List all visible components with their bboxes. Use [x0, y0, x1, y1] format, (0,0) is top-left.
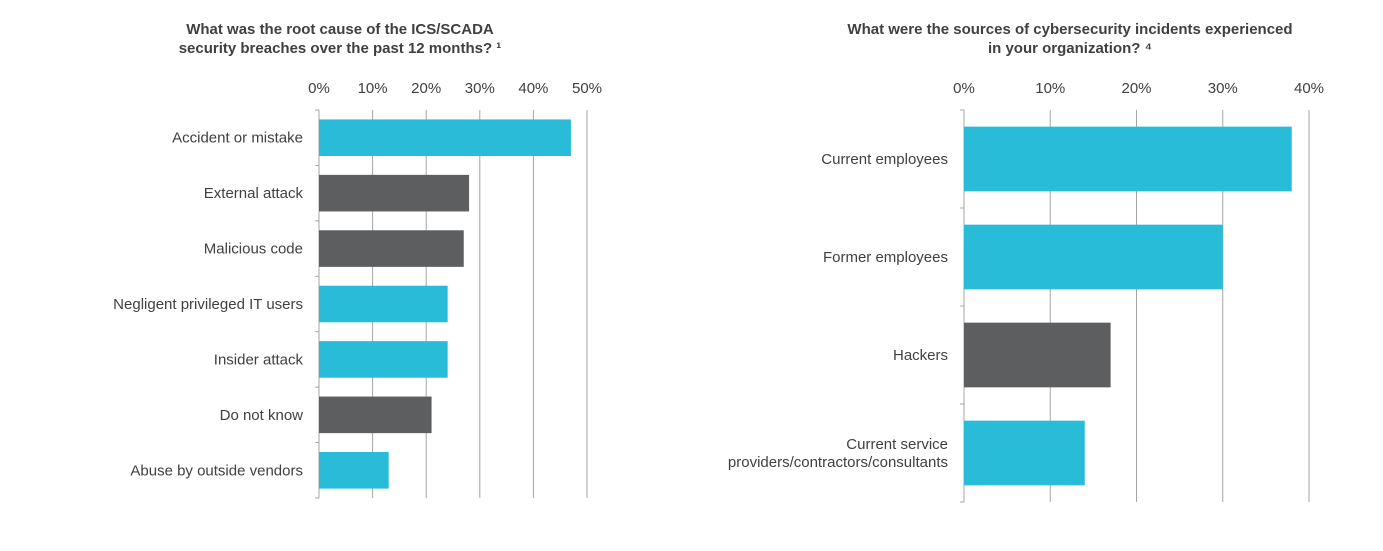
category-label: Current service — [846, 436, 948, 453]
chart-title: What were the sources of cybersecurity i… — [770, 20, 1370, 58]
chart-plot: 0% 10% 20% 30% 40% Current employees Former em… — [728, 80, 1324, 503]
x-tick-label: 30% — [465, 80, 495, 97]
x-tick-label: 10% — [1035, 80, 1065, 97]
category-label: Malicious code — [204, 241, 303, 258]
category-label: Negligent privileged IT users — [113, 296, 303, 313]
chart-root-cause: What was the root cause of the ICS/SCADA… — [0, 0, 690, 551]
x-tick-label: 40% — [518, 80, 548, 97]
x-tick-label: 0% — [953, 80, 975, 97]
chart-title-line-1: What were the sources of cybersecurity i… — [847, 21, 1293, 38]
x-tick-label: 40% — [1294, 80, 1324, 97]
chart-title-line-2: security breaches over the past 12 month… — [178, 40, 502, 57]
category-label: Accident or mistake — [172, 130, 303, 147]
x-tick-label: 0% — [308, 80, 330, 97]
chart-plot: 0% 10% 20% 30% 40% 50% Accident or mistake Exte… — [113, 80, 602, 499]
bar — [964, 126, 1292, 192]
category-label: Current employees — [821, 151, 948, 168]
chart-incident-sources: What were the sources of cybersecurity i… — [690, 0, 1383, 551]
bar — [319, 119, 571, 157]
bar — [964, 322, 1111, 388]
bar — [319, 285, 448, 323]
category-label: Insider attack — [214, 351, 304, 368]
bar — [319, 341, 448, 378]
chart-title-line-2: in your organization? ⁴ — [987, 40, 1153, 57]
bar — [319, 174, 470, 212]
bar — [319, 451, 389, 489]
category-label: Do not know — [220, 407, 304, 424]
category-label: Former employees — [823, 249, 948, 266]
x-tick-label: 20% — [1121, 80, 1151, 97]
x-tick-label: 20% — [411, 80, 441, 97]
x-tick-label: 30% — [1208, 80, 1238, 97]
bar — [964, 420, 1085, 486]
bar — [319, 230, 464, 267]
x-tick-label: 50% — [572, 80, 602, 97]
chart-title: What was the root cause of the ICS/SCADA… — [120, 20, 560, 58]
category-label: External attack — [204, 185, 304, 202]
category-label: providers/contractors/consultants — [728, 454, 948, 471]
bar — [964, 224, 1223, 290]
x-tick-label: 10% — [358, 80, 388, 97]
category-label: Hackers — [893, 347, 948, 364]
category-label: Abuse by outside vendors — [130, 462, 303, 479]
chart-title-line-1: What was the root cause of the ICS/SCADA — [186, 21, 494, 38]
bar — [319, 396, 432, 434]
